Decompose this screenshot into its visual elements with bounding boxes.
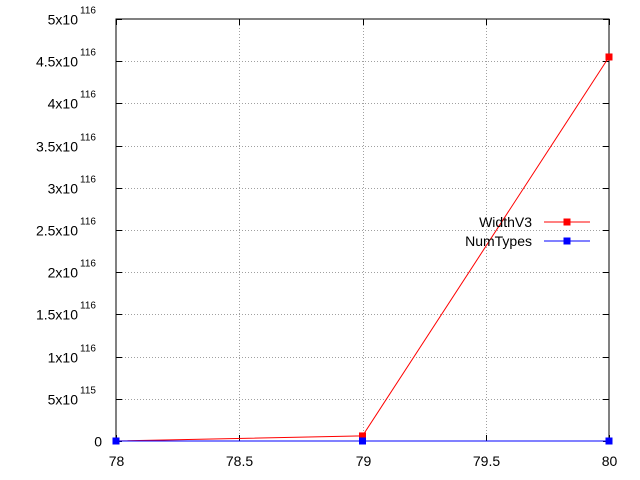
y-tick-exponent: 116 — [80, 48, 96, 59]
data-point-numtypes — [112, 437, 120, 445]
x-tick-label: 79.5 — [473, 453, 500, 469]
legend-swatch-marker-numtypes — [563, 237, 571, 245]
data-point-numtypes — [605, 437, 613, 445]
y-tick-exponent: 116 — [80, 133, 96, 144]
y-tick-label: 1x10 — [48, 350, 79, 366]
x-tick-label: 78.5 — [226, 453, 253, 469]
y-tick-exponent: 115 — [80, 386, 96, 397]
y-tick-label: 3x10 — [48, 181, 79, 197]
data-point-widthv3 — [605, 53, 613, 61]
y-tick-exponent: 116 — [80, 90, 96, 101]
y-tick-label: 5x10 — [48, 392, 79, 408]
data-point-widthv3 — [359, 432, 366, 440]
y-tick-label: 3.5x10 — [36, 139, 78, 155]
legend: WidthV3 NumTypes — [465, 214, 590, 249]
series-group — [112, 53, 613, 445]
y-tick-exponent: 116 — [80, 175, 96, 186]
y-tick-label: 4x10 — [48, 96, 79, 112]
data-point-numtypes — [359, 437, 366, 445]
x-tick-label: 79 — [356, 453, 372, 469]
x-tick-label: 80 — [602, 453, 618, 469]
legend-label-numtypes: NumTypes — [465, 233, 532, 249]
y-tick-label: 4.5x10 — [36, 54, 78, 70]
y-tick-label: 2.5x10 — [36, 223, 78, 239]
y-tick-label: 5x10 — [48, 12, 79, 28]
series-line-widthv3 — [115, 56, 610, 442]
y-tick-label: 2x10 — [48, 265, 79, 281]
y-tick-label: 0 — [94, 434, 102, 450]
x-tick-label: 78 — [109, 453, 125, 469]
legend-swatch-marker-widthv3 — [563, 218, 571, 226]
y-tick-exponent: 116 — [80, 344, 96, 355]
y-tick-exponent: 116 — [80, 6, 96, 17]
y-tick-exponent: 116 — [80, 301, 96, 312]
legend-label-widthv3: WidthV3 — [479, 214, 532, 230]
y-tick-exponent: 116 — [80, 259, 96, 270]
y-tick-exponent: 116 — [80, 217, 96, 228]
y-tick-label: 1.5x10 — [36, 307, 78, 323]
grid — [116, 19, 609, 441]
